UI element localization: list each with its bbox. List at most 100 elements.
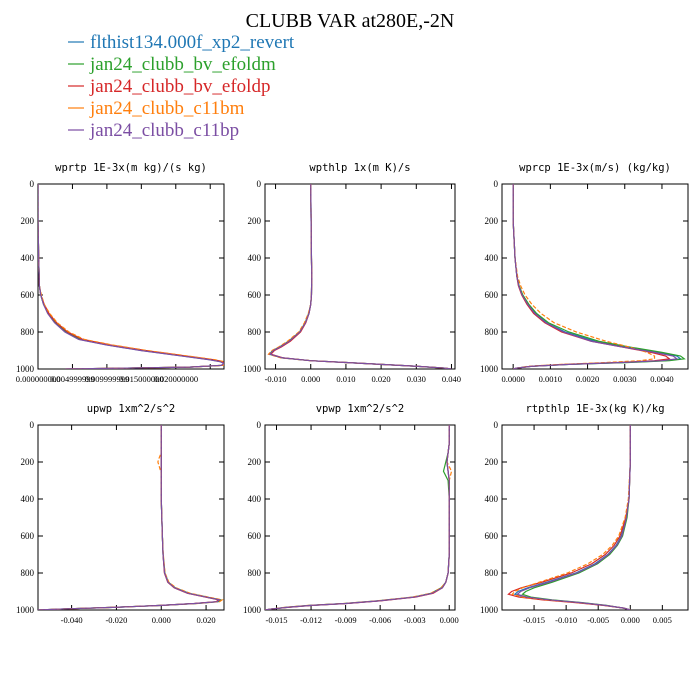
y-tick-label: 1000 — [243, 364, 262, 374]
series-line-3 — [38, 425, 220, 610]
series-line-2 — [268, 184, 452, 369]
x-tick-label: -0.015 — [266, 615, 288, 625]
series-line-1 — [269, 184, 452, 369]
figure-title: CLUBB VAR at280E,-2N — [246, 10, 455, 32]
y-tick-label: 1000 — [16, 605, 35, 615]
x-tick-label: 0.040 — [442, 374, 461, 384]
x-tick-label: 0.020 — [372, 374, 391, 384]
x-tick-label: 0.015000000 — [119, 374, 164, 384]
plot-frame — [264, 183, 456, 370]
x-tick-label: 0.005 — [653, 615, 672, 625]
y-tick-label: 400 — [21, 494, 35, 504]
x-tick-label: -0.010 — [265, 374, 287, 384]
plot-frame — [501, 424, 689, 611]
series-line-5 — [516, 425, 631, 610]
x-tick-label: 0.000 — [301, 374, 320, 384]
series-line-3 — [269, 184, 452, 369]
plot-frame — [37, 183, 225, 370]
y-tick-label: 800 — [21, 327, 35, 337]
y-tick-label: 200 — [485, 457, 499, 467]
x-tick-label: -0.015 — [523, 615, 545, 625]
x-tick-label: 0.0040 — [650, 374, 673, 384]
y-tick-label: 800 — [248, 568, 262, 578]
panel-2: wpthlp 1x(m K)/s 0 200 400 600 800 1000-0.010 0… — [243, 162, 461, 384]
x-tick-label: 0.004999999 — [50, 374, 95, 384]
y-tick-label: 1000 — [480, 605, 499, 615]
y-tick-label: 800 — [485, 327, 499, 337]
y-tick-label: 800 — [21, 568, 35, 578]
series-line-4 — [267, 184, 452, 369]
series-line-1 — [265, 425, 450, 610]
series-line-2 — [38, 425, 222, 610]
legend: flthist134.000f_xp2_revertjan24_clubb_bv… — [68, 32, 295, 141]
y-tick-label: 200 — [248, 216, 262, 226]
series-line-1 — [38, 425, 221, 610]
y-tick-label: 600 — [21, 531, 35, 541]
legend-item: jan24_clubb_bv_efoldp — [68, 76, 270, 97]
y-tick-label: 600 — [485, 290, 499, 300]
legend-label: jan24_clubb_bv_efoldm — [89, 54, 276, 75]
series-line-5 — [38, 184, 224, 369]
panel-title: rtpthlp 1E-3x(kg K)/kg — [525, 403, 664, 415]
x-tick-label: 0.000000000 — [16, 374, 61, 384]
legend-item: flthist134.000f_xp2_revert — [68, 32, 295, 53]
panel-title: wprtp 1E-3x(m kg)/(s kg) — [55, 162, 207, 174]
series-line-5 — [512, 184, 679, 369]
y-tick-label: 600 — [485, 531, 499, 541]
series-line-5 — [268, 184, 452, 369]
series-line-2 — [512, 184, 686, 369]
panels: wprtp 1E-3x(m kg)/(s kg) 0 200 400 600 800 100… — [16, 162, 689, 625]
y-tick-label: 600 — [248, 531, 262, 541]
x-tick-label: -0.040 — [61, 615, 83, 625]
y-tick-label: 0 — [494, 179, 499, 189]
series-line-3 — [265, 425, 450, 610]
panel-4: upwp 1xm^2/s^2 0 200 400 600 800 1000 -0.040 -0.… — [16, 403, 225, 625]
y-tick-label: 400 — [248, 494, 262, 504]
y-tick-label: 1000 — [480, 364, 499, 374]
series-line-2 — [38, 184, 224, 369]
series-line-5 — [265, 425, 450, 610]
y-tick-label: 0 — [257, 420, 262, 430]
panel-title: upwp 1xm^2/s^2 — [87, 403, 176, 415]
y-tick-label: 600 — [21, 290, 35, 300]
plot-frame — [37, 424, 225, 611]
panel-title: wpthlp 1x(m K)/s — [309, 162, 410, 174]
x-tick-label: -0.012 — [300, 615, 322, 625]
x-tick-label: -0.003 — [404, 615, 426, 625]
x-tick-label: 0.020000000 — [153, 374, 198, 384]
x-tick-label: 0.000 — [152, 615, 171, 625]
panel-6: rtpthlp 1E-3x(kg K)/kg 0 200 400 600 800 1000 -… — [480, 403, 689, 625]
legend-label: jan24_clubb_c11bm — [89, 98, 245, 119]
y-tick-label: 200 — [248, 457, 262, 467]
panel-title: wprcp 1E-3x(m/s) (kg/kg) — [519, 162, 671, 174]
x-tick-label: 0.009999999 — [85, 374, 130, 384]
y-tick-label: 0 — [30, 420, 35, 430]
y-tick-label: 0 — [30, 179, 35, 189]
y-tick-label: 600 — [248, 290, 262, 300]
x-tick-label: -0.009 — [335, 615, 357, 625]
x-tick-label: 0.010 — [336, 374, 355, 384]
x-tick-label: 0.000 — [440, 615, 459, 625]
series-line-4 — [511, 425, 631, 610]
y-tick-label: 1000 — [243, 605, 262, 615]
legend-label: jan24_clubb_bv_efoldp — [89, 76, 270, 97]
legend-item: jan24_clubb_c11bm — [68, 98, 245, 119]
y-tick-label: 0 — [257, 179, 262, 189]
panel-5: vpwp 1xm^2/s^2 0 200 400 600 800 1000 -0.015 -0.… — [243, 403, 459, 625]
series-line-5 — [38, 425, 221, 610]
series-line-1 — [38, 184, 224, 369]
x-tick-label: 0.0010 — [539, 374, 562, 384]
series-line-4 — [265, 425, 453, 610]
x-tick-label: -0.010 — [555, 615, 577, 625]
series-line-4 — [512, 184, 656, 369]
series-line-3 — [507, 425, 631, 610]
y-tick-label: 800 — [248, 327, 262, 337]
y-tick-label: 400 — [21, 253, 35, 263]
x-tick-label: -0.005 — [587, 615, 609, 625]
series-line-2 — [265, 425, 450, 610]
y-tick-label: 0 — [494, 420, 499, 430]
plot-frame — [264, 424, 456, 611]
legend-item: jan24_clubb_c11bp — [68, 120, 239, 141]
x-tick-label: -0.006 — [369, 615, 391, 625]
